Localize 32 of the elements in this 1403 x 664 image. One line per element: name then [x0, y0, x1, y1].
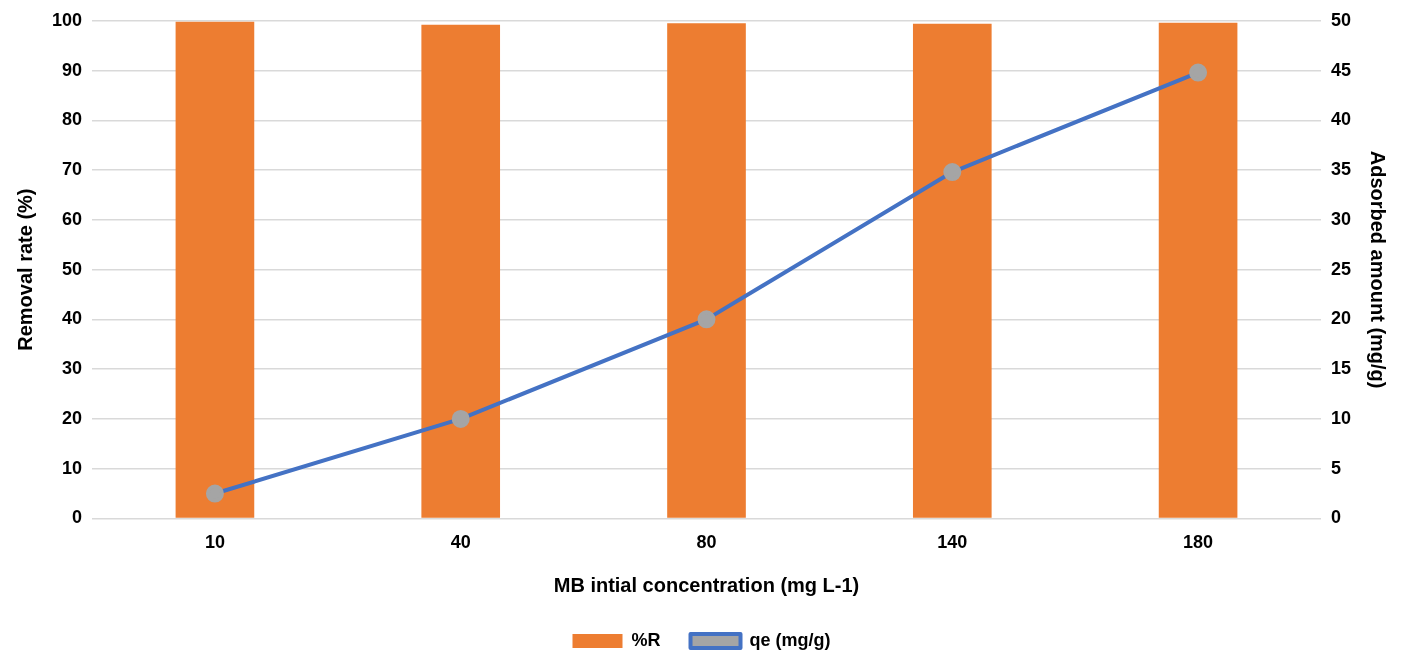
y2-tick-label: 10	[1330, 407, 1352, 428]
y2-tick-label: 5	[1330, 457, 1341, 478]
y-tick-label: 90	[62, 59, 83, 80]
x-axis-title: MB intial concentration (mg L-1)	[553, 573, 860, 596]
y2-tick-label: 25	[1330, 258, 1352, 279]
x-tick-label: 140	[937, 532, 968, 553]
y-tick-label: 80	[62, 109, 83, 130]
y2-axis-title: Adsorbed amount (mg/g)	[1367, 150, 1390, 389]
y-axis-title: Removal rate (%)	[13, 188, 36, 351]
y2-tick-label: 20	[1330, 308, 1352, 329]
y2-tick-label: 50	[1330, 9, 1352, 30]
y-tick-label: 100	[51, 9, 83, 30]
legend-label: %R	[631, 629, 661, 650]
y2-tick-label: 40	[1330, 109, 1352, 130]
y2-tick-label: 30	[1330, 208, 1352, 229]
y-tick-label: 60	[62, 208, 83, 229]
x-tick-label: 10	[204, 532, 225, 553]
y-tick-label: 70	[62, 159, 83, 180]
legend-label: qe (mg/g)	[749, 629, 831, 650]
x-tick-label: 80	[696, 532, 717, 553]
y-tick-label: 50	[62, 258, 83, 279]
x-tick-label: 180	[1183, 532, 1214, 553]
y2-tick-label: 35	[1330, 159, 1352, 180]
x-tick-label: 40	[450, 532, 471, 553]
y-tick-label: 20	[62, 407, 83, 428]
y2-tick-label: 15	[1330, 358, 1352, 379]
y-tick-label: 30	[62, 358, 83, 379]
y-tick-label: 10	[62, 457, 83, 478]
y-tick-label: 40	[62, 308, 83, 329]
y2-tick-label: 45	[1330, 59, 1352, 80]
y2-tick-label: 0	[1330, 507, 1341, 528]
y-tick-label: 0	[72, 507, 83, 528]
